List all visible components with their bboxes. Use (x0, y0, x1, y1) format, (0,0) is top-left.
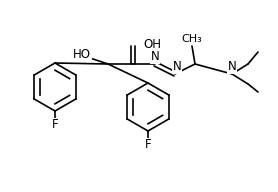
Text: F: F (52, 118, 58, 132)
Text: HO: HO (73, 47, 91, 60)
Text: N: N (151, 50, 159, 64)
Text: OH: OH (143, 37, 161, 50)
Text: N: N (228, 60, 236, 74)
Text: CH₃: CH₃ (182, 34, 202, 44)
Text: F: F (145, 138, 151, 151)
Text: N: N (173, 60, 181, 74)
